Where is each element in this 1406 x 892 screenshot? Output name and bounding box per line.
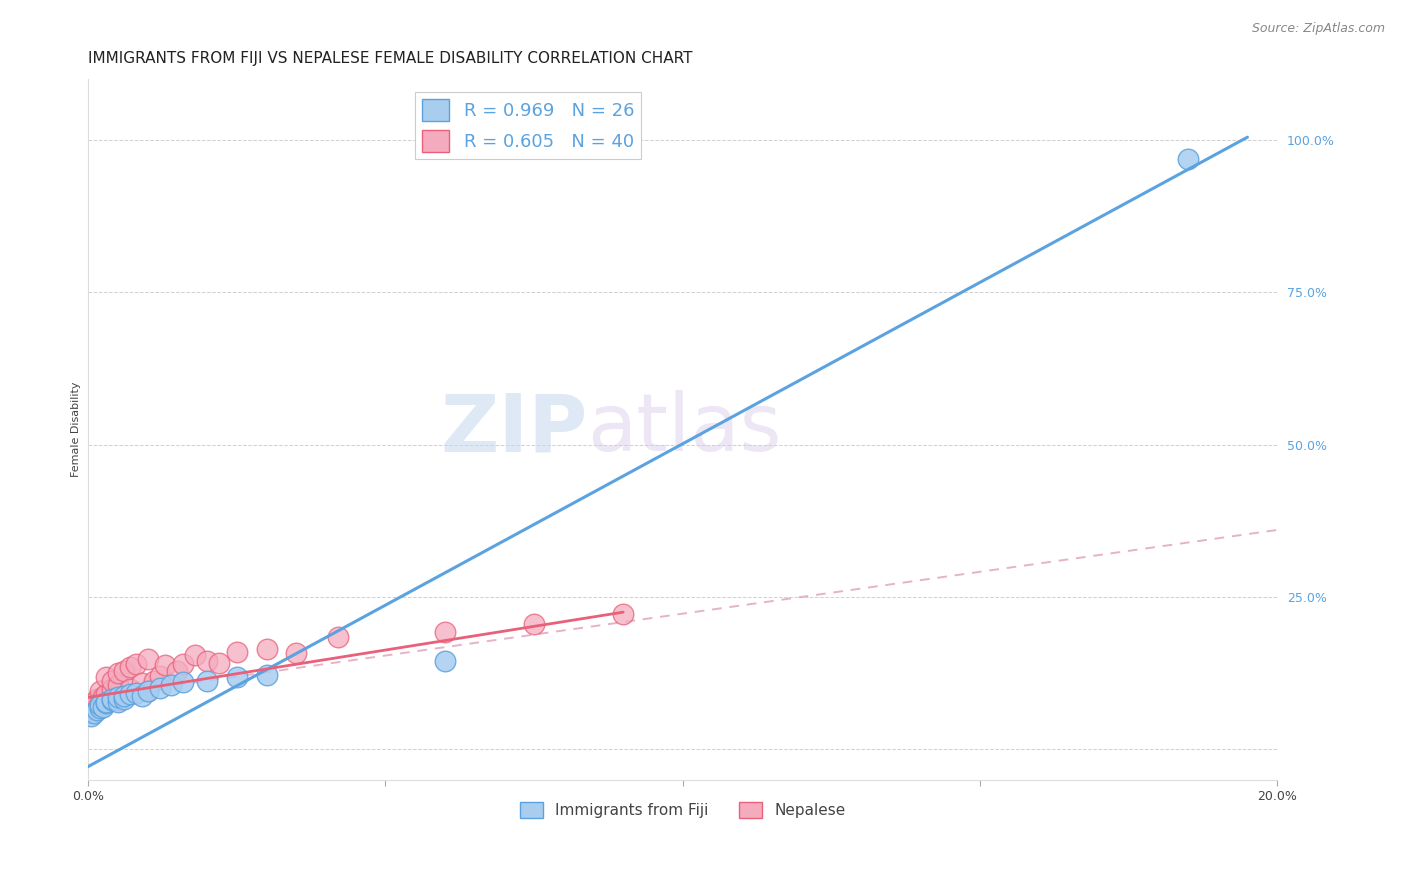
Point — [89, 695, 111, 709]
Point — [1177, 152, 1199, 166]
Point — [285, 646, 308, 660]
Point — [112, 692, 135, 706]
Point — [125, 686, 148, 700]
Point — [225, 645, 247, 659]
Point — [148, 669, 170, 683]
Point — [172, 675, 194, 690]
Point — [184, 648, 207, 662]
Point — [94, 697, 117, 711]
Point — [160, 678, 183, 692]
Point — [107, 695, 129, 709]
Y-axis label: Female Disability: Female Disability — [72, 382, 82, 477]
Point — [101, 673, 124, 688]
Point — [225, 670, 247, 684]
Point — [86, 692, 108, 706]
Point — [166, 664, 188, 678]
Point — [80, 706, 103, 720]
Point — [131, 689, 153, 703]
Point — [326, 630, 349, 644]
Point — [195, 673, 218, 688]
Point — [86, 702, 108, 716]
Point — [107, 690, 129, 705]
Point — [101, 693, 124, 707]
Point — [83, 702, 105, 716]
Text: atlas: atlas — [588, 391, 782, 468]
Point — [118, 687, 141, 701]
Point — [136, 684, 159, 698]
Point — [523, 617, 546, 632]
Point — [83, 697, 105, 711]
Point — [101, 682, 124, 697]
Point — [89, 700, 111, 714]
Point — [94, 670, 117, 684]
Point — [155, 658, 177, 673]
Text: Source: ZipAtlas.com: Source: ZipAtlas.com — [1251, 22, 1385, 36]
Point — [148, 681, 170, 696]
Point — [131, 676, 153, 690]
Point — [125, 657, 148, 671]
Point — [94, 697, 117, 711]
Point — [112, 664, 135, 678]
Point — [112, 689, 135, 703]
Point — [195, 654, 218, 668]
Point — [612, 607, 634, 621]
Point — [89, 698, 111, 713]
Point — [107, 666, 129, 681]
Point — [433, 625, 456, 640]
Point — [125, 686, 148, 700]
Point — [91, 690, 114, 705]
Point — [136, 684, 159, 698]
Point — [172, 657, 194, 671]
Point — [256, 668, 278, 682]
Point — [118, 682, 141, 697]
Point — [101, 692, 124, 706]
Point — [101, 692, 124, 706]
Point — [433, 654, 456, 668]
Point — [112, 689, 135, 703]
Point — [136, 652, 159, 666]
Point — [107, 693, 129, 707]
Point — [208, 656, 231, 670]
Point — [89, 684, 111, 698]
Point — [107, 678, 129, 692]
Point — [94, 687, 117, 701]
Point — [142, 673, 165, 688]
Legend: Immigrants from Fiji, Nepalese: Immigrants from Fiji, Nepalese — [513, 797, 852, 824]
Point — [118, 660, 141, 674]
Point — [83, 706, 105, 720]
Point — [80, 708, 103, 723]
Point — [256, 641, 278, 656]
Point — [91, 699, 114, 714]
Text: IMMIGRANTS FROM FIJI VS NEPALESE FEMALE DISABILITY CORRELATION CHART: IMMIGRANTS FROM FIJI VS NEPALESE FEMALE … — [89, 51, 693, 66]
Point — [94, 695, 117, 709]
Text: ZIP: ZIP — [440, 391, 588, 468]
